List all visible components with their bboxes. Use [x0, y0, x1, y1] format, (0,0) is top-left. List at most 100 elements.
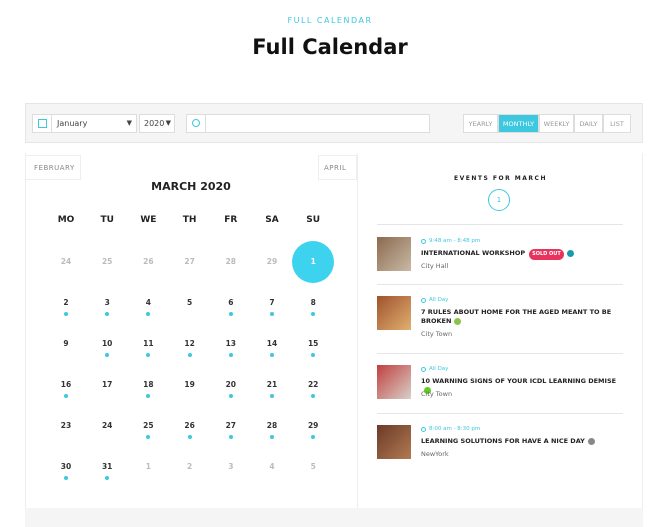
- event-title[interactable]: 10 WARNING SIGNS OF YOUR ICDL LEARNING D…: [421, 377, 626, 395]
- day[interactable]: 28: [225, 257, 237, 266]
- category-dot: [424, 386, 431, 394]
- divider: [377, 284, 623, 285]
- day[interactable]: 8: [310, 298, 316, 307]
- day[interactable]: 28: [266, 421, 278, 430]
- day[interactable]: 19: [184, 380, 195, 389]
- day[interactable]: 25: [143, 421, 154, 430]
- day[interactable]: 10: [101, 339, 113, 348]
- event-dot: [64, 476, 68, 480]
- day[interactable]: 31: [101, 462, 113, 471]
- event-location: NewYork: [421, 450, 449, 458]
- badge: SOLD OUT: [529, 249, 564, 260]
- view-button[interactable]: YEARLY: [463, 114, 498, 133]
- event-time: 9:48 am - 8:48 pm: [429, 238, 481, 244]
- event-dot: [311, 353, 316, 357]
- day[interactable]: 5: [310, 462, 316, 471]
- day[interactable]: 3: [228, 462, 234, 471]
- clock-icon: [421, 367, 426, 372]
- day[interactable]: 30: [60, 462, 72, 471]
- year: 2020: [144, 119, 165, 128]
- event-dot: [187, 435, 192, 439]
- next-month[interactable]: APRIL: [318, 155, 357, 180]
- day[interactable]: 20: [225, 380, 237, 389]
- event-dot: [270, 353, 274, 357]
- day[interactable]: 25: [101, 257, 113, 266]
- events-heading: EVENTS FOR MARCH: [454, 175, 547, 182]
- event-dot: [105, 353, 110, 357]
- view-button[interactable]: MONTHLY: [498, 114, 539, 133]
- prev-label: FEBRUARY: [34, 164, 75, 172]
- event-dot: [228, 312, 233, 316]
- view-button[interactable]: LIST: [603, 114, 631, 133]
- day[interactable]: 4: [145, 298, 151, 307]
- page-title: Full Calendar: [252, 35, 408, 59]
- event-dot: [270, 394, 274, 398]
- day[interactable]: 11: [143, 339, 154, 348]
- eyebrow: FULL CALENDAR: [287, 16, 373, 25]
- divider: [357, 153, 358, 510]
- day[interactable]: 26: [143, 257, 154, 266]
- day[interactable]: 9: [63, 339, 69, 348]
- day[interactable]: 7: [269, 298, 275, 307]
- month-select[interactable]: January ▼: [51, 114, 137, 133]
- weekday: TH: [182, 215, 197, 225]
- event-dot: [105, 476, 110, 480]
- day[interactable]: 24: [101, 421, 113, 430]
- day[interactable]: 13: [225, 339, 237, 348]
- view-switcher: YEARLY MONTHLY WEEKLY DAILY LIST: [463, 114, 633, 133]
- weekday: WE: [140, 215, 157, 225]
- weekday: MO: [57, 215, 75, 225]
- day[interactable]: 18: [143, 380, 154, 389]
- event-dot: [311, 394, 316, 398]
- divider: [377, 353, 623, 354]
- day[interactable]: 5: [186, 298, 193, 307]
- view-button[interactable]: WEEKLY: [539, 114, 574, 133]
- next-label: APRIL: [324, 164, 347, 172]
- event-dot: [187, 353, 192, 357]
- divider: [377, 413, 623, 414]
- day[interactable]: 24: [60, 257, 72, 266]
- day[interactable]: 4: [269, 462, 275, 471]
- event-dot: [228, 353, 233, 357]
- day[interactable]: 1: [310, 257, 316, 266]
- prev-month[interactable]: FEBRUARY: [25, 155, 81, 180]
- event-dot: [146, 312, 151, 316]
- day[interactable]: 29: [307, 421, 319, 430]
- day[interactable]: 15: [307, 339, 319, 348]
- event-dot: [64, 312, 68, 316]
- event-location: City Hall: [421, 262, 449, 270]
- day[interactable]: 2: [63, 298, 69, 307]
- event-title[interactable]: LEARNING SOLUTIONS FOR HAVE A NICE DAY: [421, 437, 626, 446]
- event-title[interactable]: INTERNATIONAL WORKSHOP SOLD OUT: [421, 249, 626, 260]
- weekday: FR: [224, 215, 238, 225]
- day[interactable]: 12: [184, 339, 195, 348]
- day[interactable]: 3: [104, 298, 110, 307]
- clock-icon: [421, 298, 426, 303]
- day[interactable]: 1: [145, 462, 151, 471]
- event-dot: [105, 312, 110, 316]
- selected-day: [292, 241, 335, 283]
- day[interactable]: 21: [266, 380, 278, 389]
- event-dot: [146, 435, 151, 439]
- year-select[interactable]: 2020 ▼: [139, 114, 175, 133]
- day[interactable]: 16: [60, 380, 72, 389]
- event-title[interactable]: 7 RULES ABOUT HOME FOR THE AGED MEANT TO…: [421, 308, 612, 325]
- day[interactable]: 23: [60, 421, 72, 430]
- day[interactable]: 14: [266, 339, 278, 348]
- day[interactable]: 29: [266, 257, 278, 266]
- day[interactable]: 22: [307, 380, 319, 389]
- day[interactable]: 27: [184, 257, 195, 266]
- day[interactable]: 26: [184, 421, 195, 430]
- day[interactable]: 17: [101, 380, 113, 389]
- event-time: 8:00 am - 8:30 pm: [429, 426, 481, 432]
- event-time: All Day: [429, 366, 449, 372]
- category-dot: [587, 437, 595, 445]
- view-button[interactable]: DAILY: [574, 114, 603, 133]
- category-dot: [454, 317, 462, 325]
- day[interactable]: 6: [228, 298, 234, 307]
- search-input[interactable]: [205, 114, 430, 133]
- day[interactable]: 2: [186, 462, 193, 471]
- day[interactable]: 27: [225, 421, 237, 430]
